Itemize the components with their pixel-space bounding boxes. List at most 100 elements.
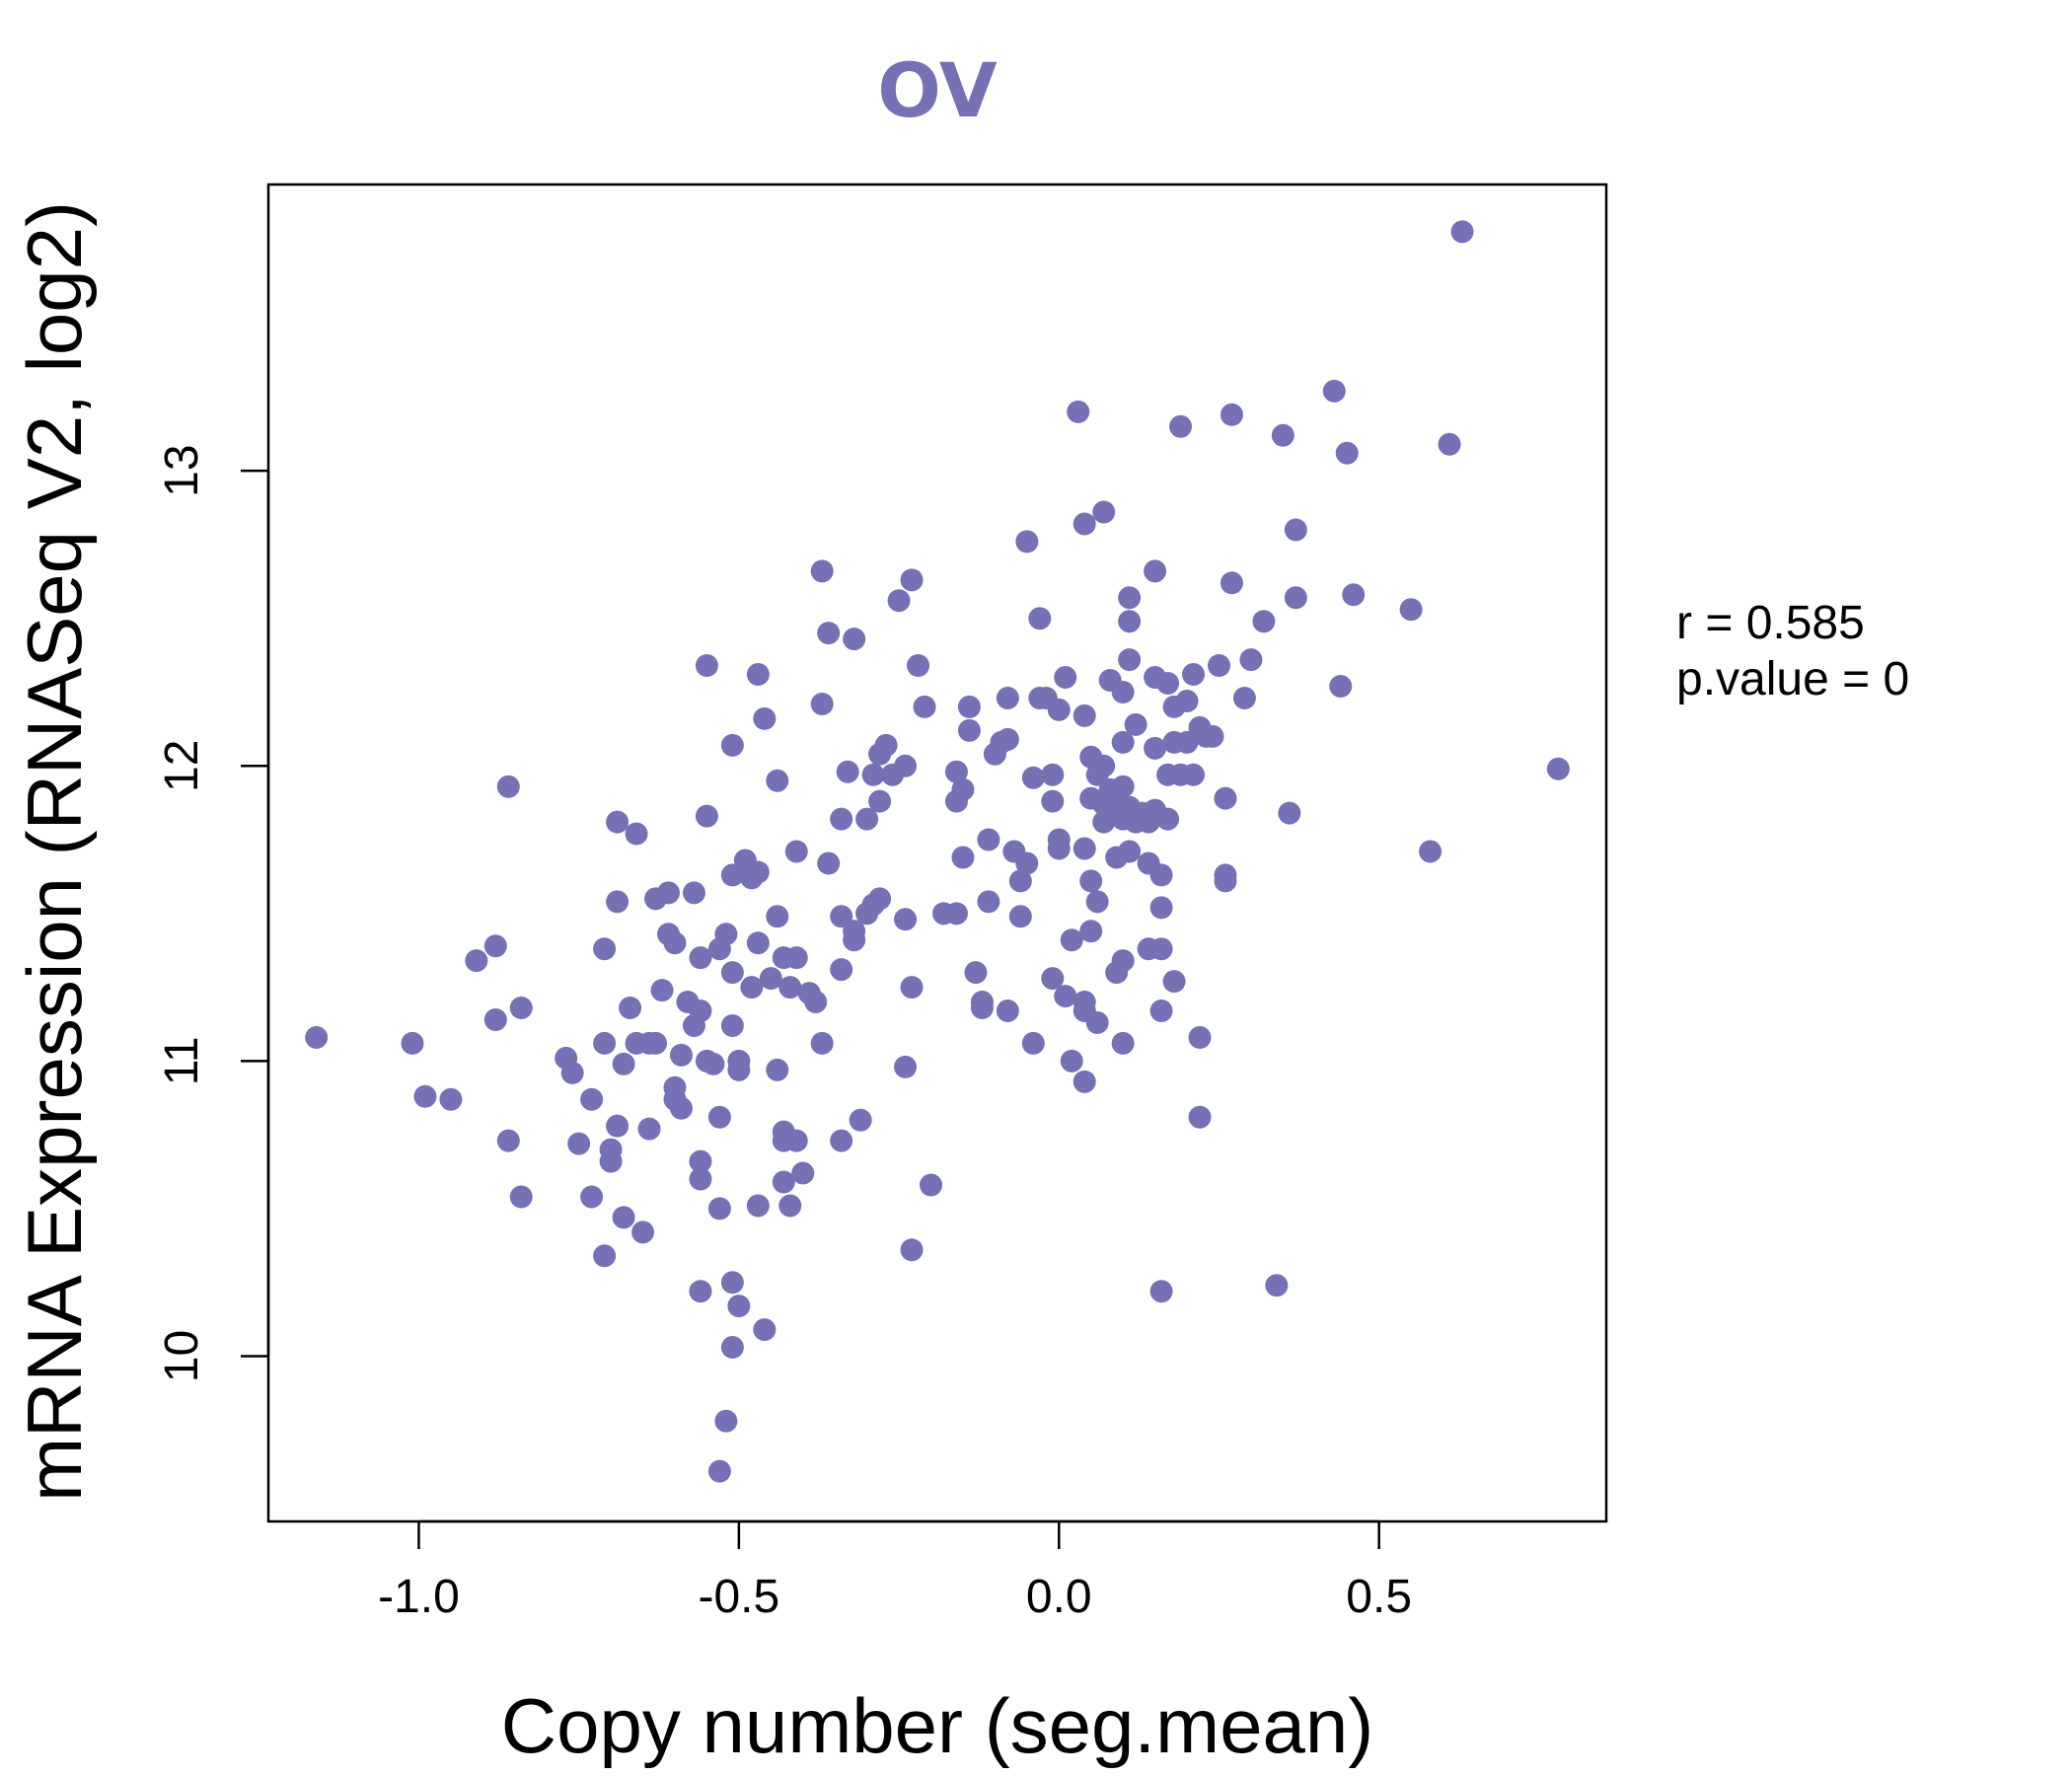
data-point <box>619 997 642 1020</box>
data-point <box>791 1161 815 1185</box>
data-point <box>689 1149 712 1173</box>
data-point <box>1284 586 1307 610</box>
data-point <box>830 807 853 831</box>
data-point <box>727 1295 751 1318</box>
data-point <box>1073 512 1096 536</box>
data-point <box>784 840 808 863</box>
data-point <box>1111 1031 1135 1055</box>
data-point <box>593 937 617 961</box>
data-point <box>695 804 718 828</box>
data-point <box>753 706 777 730</box>
data-point <box>900 568 924 592</box>
data-point <box>707 1105 731 1129</box>
data-point <box>1419 840 1443 863</box>
data-point <box>625 822 648 846</box>
data-point <box>944 760 968 783</box>
data-point <box>689 946 712 970</box>
data-point <box>1047 698 1071 721</box>
data-point <box>1041 763 1065 786</box>
data-point <box>766 769 789 792</box>
data-point <box>1118 610 1142 633</box>
data-point <box>1144 736 1167 760</box>
x-axis-title: Copy number (seg.mean) <box>501 1682 1373 1769</box>
data-point <box>1149 937 1173 961</box>
data-point <box>1079 920 1103 943</box>
data-point <box>746 931 770 955</box>
data-point <box>1162 970 1186 994</box>
data-point <box>682 881 705 905</box>
data-point <box>970 997 994 1020</box>
data-point <box>720 1013 744 1037</box>
data-point <box>996 999 1019 1023</box>
data-point <box>1111 775 1135 798</box>
data-point <box>727 1058 751 1081</box>
data-point <box>631 1221 655 1244</box>
y-axis-title: mRNA Expression (RNASeq V2, log2) <box>11 201 98 1502</box>
data-point <box>1041 789 1065 813</box>
data-point <box>996 727 1019 751</box>
y-tick-label: 12 <box>156 740 208 792</box>
data-point <box>1118 648 1142 672</box>
data-point <box>907 654 930 678</box>
data-point <box>720 1271 744 1295</box>
data-point <box>830 905 853 928</box>
data-points <box>305 220 1570 1483</box>
data-point <box>1335 441 1359 465</box>
data-point <box>1220 571 1243 595</box>
data-point <box>1265 1274 1289 1297</box>
data-point <box>1399 598 1423 622</box>
data-point <box>778 976 802 999</box>
data-point <box>759 967 782 991</box>
y-axis: 10 11 12 13 <box>156 444 270 1382</box>
data-point <box>1079 869 1103 893</box>
data-point <box>894 908 918 931</box>
data-point <box>894 754 918 777</box>
data-point <box>509 1185 533 1209</box>
data-point <box>707 1197 731 1221</box>
data-point <box>1118 586 1142 610</box>
data-point <box>669 1096 693 1120</box>
data-point <box>1232 686 1256 709</box>
data-point <box>977 828 1000 851</box>
data-point <box>1124 712 1147 736</box>
p-value-annotation: p.value = 0 <box>1676 653 1909 705</box>
data-point <box>644 1031 668 1055</box>
data-point <box>689 999 712 1023</box>
data-point <box>810 1031 834 1055</box>
data-point <box>1054 666 1077 690</box>
chart-title: OV <box>877 46 998 134</box>
data-point <box>1214 869 1237 893</box>
data-point <box>1188 1105 1212 1129</box>
data-point <box>913 695 936 718</box>
y-tick-label: 13 <box>156 444 208 496</box>
data-point <box>817 851 841 875</box>
data-point <box>560 1061 584 1084</box>
data-point <box>1073 837 1096 860</box>
data-point <box>1450 220 1474 244</box>
data-point <box>567 1132 591 1155</box>
data-point <box>1028 607 1052 630</box>
data-point <box>1111 680 1135 703</box>
data-point <box>766 1058 789 1081</box>
data-point <box>663 931 687 955</box>
data-point <box>1021 1031 1045 1055</box>
data-point <box>1067 400 1090 423</box>
data-point <box>830 958 853 982</box>
data-point <box>843 928 866 952</box>
data-point <box>977 890 1000 914</box>
data-point <box>1092 754 1116 777</box>
data-point <box>920 1173 943 1197</box>
data-point <box>1175 689 1199 712</box>
data-point <box>1149 999 1173 1023</box>
data-point <box>1085 890 1109 914</box>
data-point <box>593 1031 617 1055</box>
data-point <box>606 1114 629 1138</box>
data-point <box>1438 432 1461 456</box>
data-point <box>702 1052 725 1075</box>
data-point <box>1156 672 1180 696</box>
data-point <box>606 810 629 834</box>
data-point <box>606 890 629 914</box>
data-point <box>1188 1025 1212 1049</box>
data-point <box>957 695 981 718</box>
